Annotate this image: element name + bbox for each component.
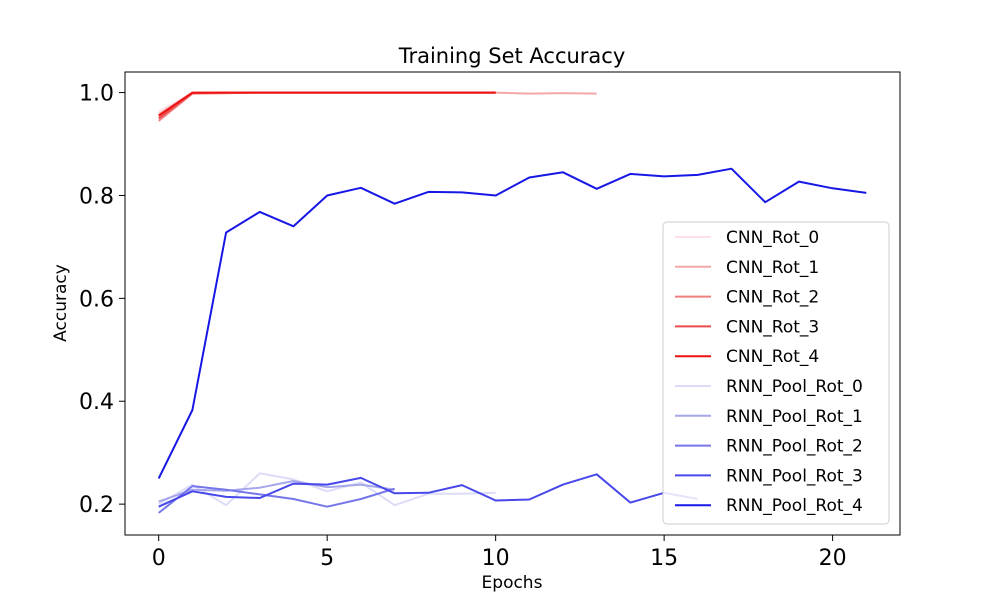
series-line-cnn-rot-4 xyxy=(158,91,496,117)
legend-label: CNN_Rot_1 xyxy=(726,258,819,278)
legend-label: RNN_Pool_Rot_1 xyxy=(726,407,863,427)
y-axis-label: Accuracy xyxy=(51,264,71,342)
series-line-rnn-pool-rot-1 xyxy=(158,480,395,503)
x-tick-label: 0 xyxy=(152,546,166,571)
legend-label: RNN_Pool_Rot_4 xyxy=(726,496,863,516)
plot-area xyxy=(124,71,901,536)
legend-label: CNN_Rot_3 xyxy=(726,317,819,337)
x-tick-label: 10 xyxy=(482,546,510,571)
legend-label: CNN_Rot_2 xyxy=(726,288,819,308)
legend-label: CNN_Rot_4 xyxy=(726,347,819,367)
x-tick-label: 15 xyxy=(650,546,678,571)
legend-label: RNN_Pool_Rot_0 xyxy=(726,377,863,397)
x-axis-ticks: 0 5 10 15 20 xyxy=(152,535,847,571)
y-tick-label: 0.6 xyxy=(79,287,114,312)
series-layer xyxy=(157,91,867,514)
legend-box xyxy=(662,221,890,525)
series-line-rnn-pool-rot-4 xyxy=(157,167,867,479)
y-tick-label: 0.2 xyxy=(79,493,114,518)
legend-label: CNN_Rot_0 xyxy=(726,228,819,248)
x-tick-label: 20 xyxy=(819,546,847,571)
y-tick-label: 1.0 xyxy=(79,82,114,107)
y-tick-label: 0.4 xyxy=(79,390,114,415)
series-line-rnn-pool-rot-0 xyxy=(158,472,496,507)
y-tick-label: 0.8 xyxy=(79,184,114,209)
chart-title: Training Set Accuracy xyxy=(398,44,626,68)
x-axis-label: Epochs xyxy=(482,573,543,593)
series-line-rnn-pool-rot-3 xyxy=(158,473,698,508)
y-axis-ticks: 0.2 0.4 0.6 0.8 1.0 xyxy=(79,82,125,518)
legend-label: RNN_Pool_Rot_3 xyxy=(726,466,863,486)
legend-label: RNN_Pool_Rot_2 xyxy=(726,437,863,457)
legend: CNN_Rot_0 CNN_Rot_1 CNN_Rot_2 CNN_Rot_3 CNN_… xyxy=(662,221,890,525)
x-tick-label: 5 xyxy=(320,546,334,571)
series-line-rnn-pool-rot-2 xyxy=(158,485,395,514)
